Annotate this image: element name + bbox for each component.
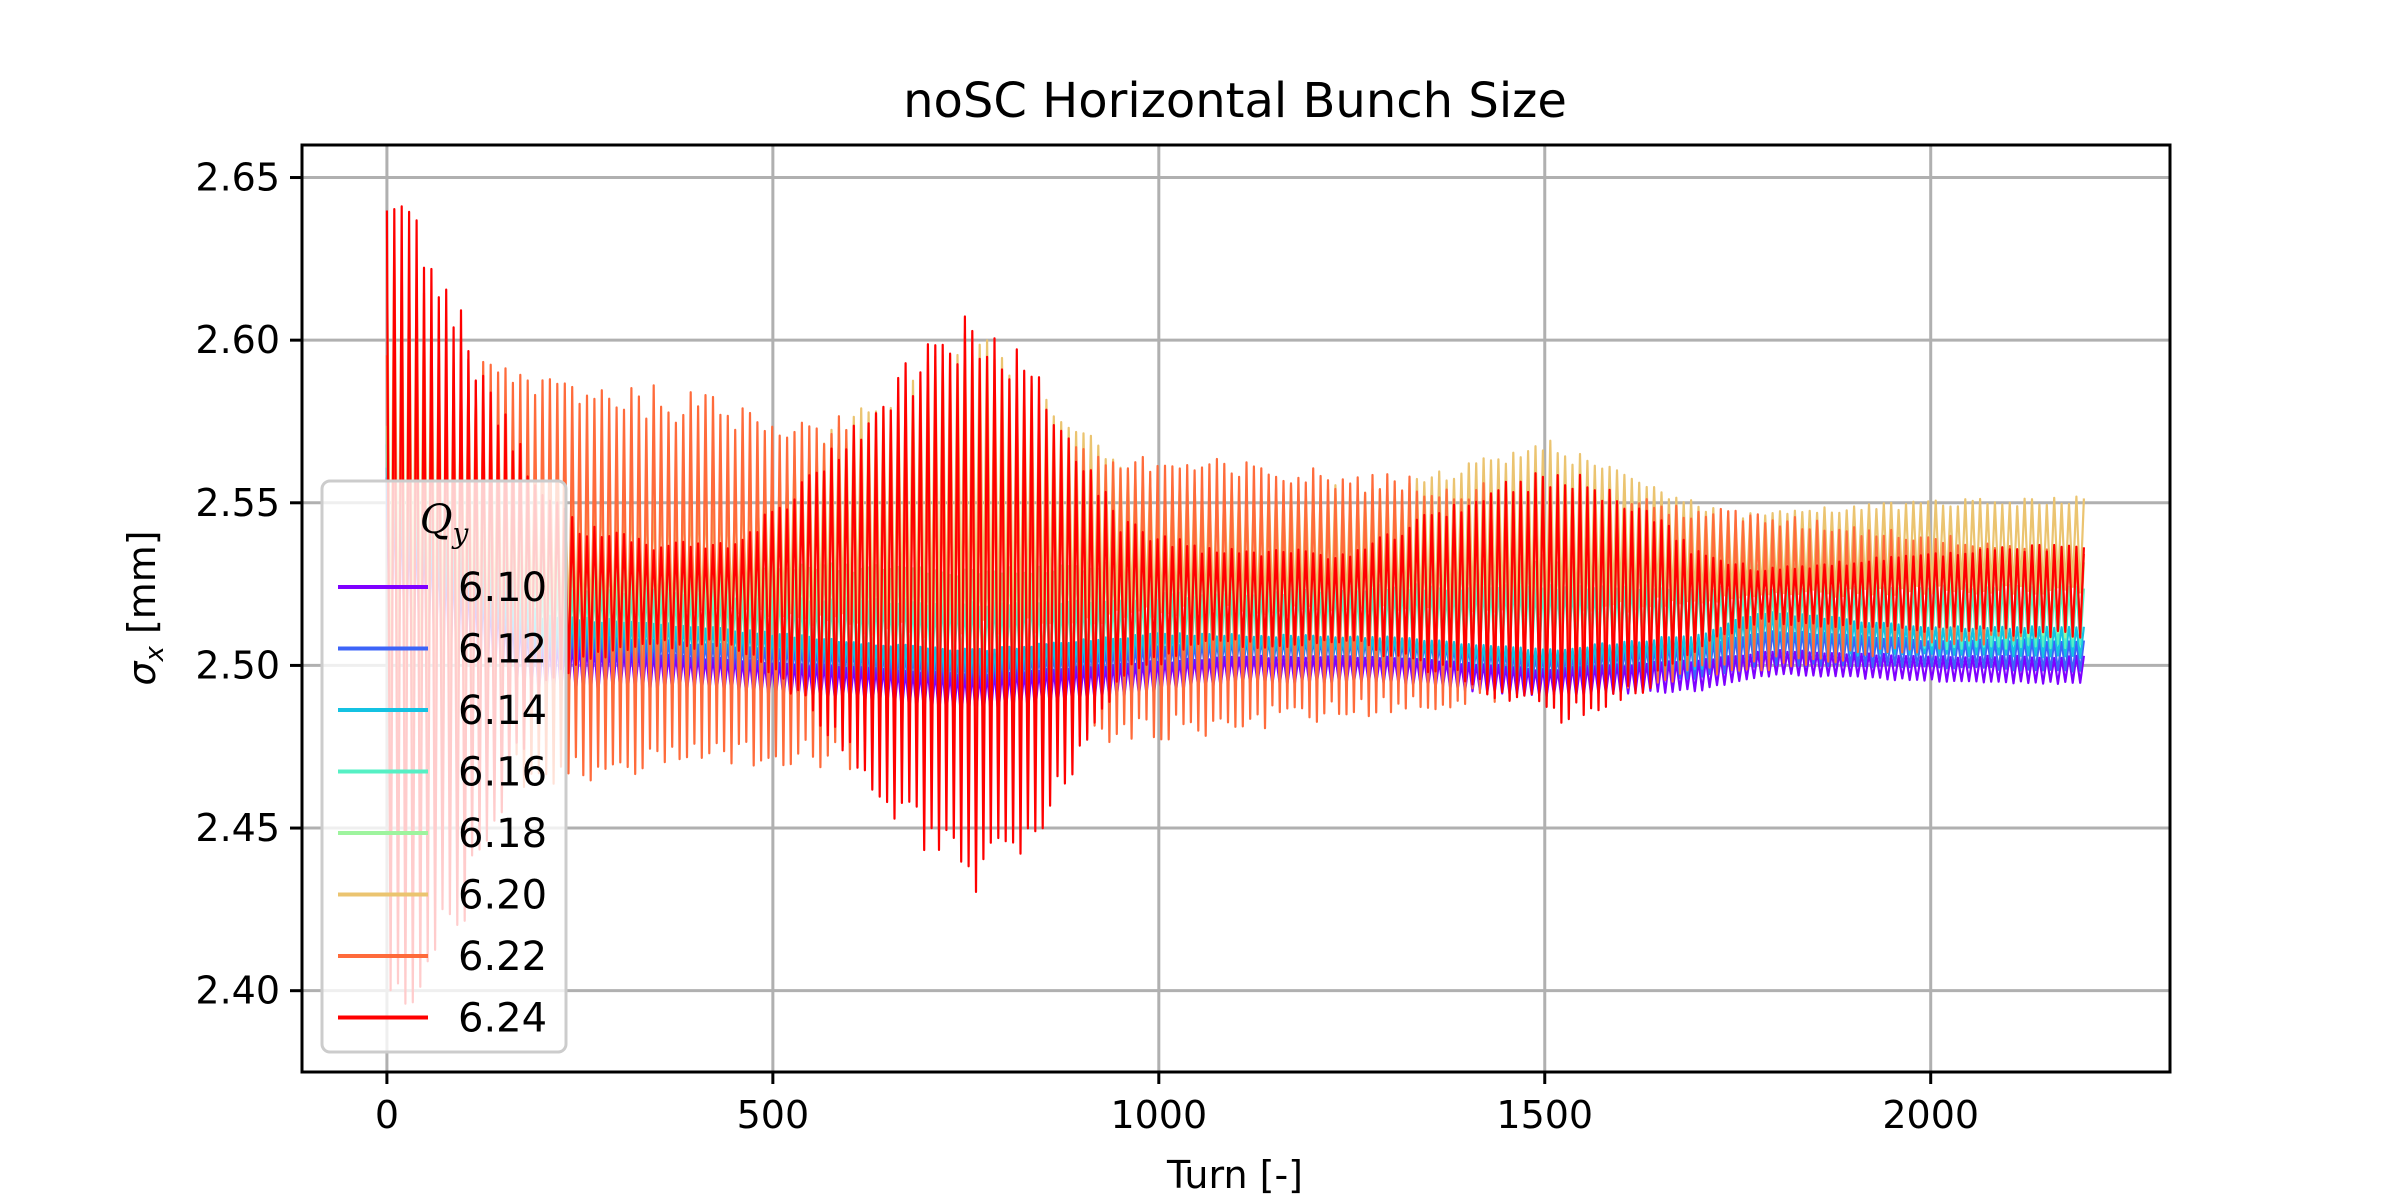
legend-label: 6.20 (458, 873, 547, 919)
x-tick-label: 2000 (1882, 1093, 1979, 1137)
legend-label: 6.22 (458, 934, 547, 980)
y-axis-label-unit: [mm] (120, 530, 164, 646)
x-tick-label: 1000 (1110, 1093, 1207, 1137)
legend-label: 6.18 (458, 811, 547, 857)
y-tick-label: 2.50 (195, 643, 280, 687)
y-axis-label-symbol: σ (120, 660, 164, 686)
plot-frame (300, 143, 2172, 1074)
legend-entries: 6.10 6.12 6.14 6.16 6.18 6.20 6.22 6.24 (338, 565, 547, 1042)
legend-title-subscript: y (450, 517, 469, 550)
y-axis-label: σx [mm] (120, 530, 170, 685)
series-line-6-24 (385, 205, 2085, 1005)
chart-title: noSC Horizontal Bunch Size (903, 73, 1567, 129)
y-axis-label-subscript: x (140, 646, 170, 663)
y-tick-label: 2.40 (195, 969, 280, 1013)
x-tick-label: 1500 (1496, 1093, 1593, 1137)
legend-label: 6.16 (458, 750, 547, 796)
legend-title-symbol: Q (420, 497, 453, 543)
x-axis-label: Turn [-] (1166, 1153, 1303, 1197)
y-tick-label: 2.55 (195, 481, 280, 525)
legend-label: 6.12 (458, 627, 547, 673)
y-tick-label: 2.60 (195, 318, 280, 362)
legend-title: Qy (420, 497, 470, 550)
x-axis-ticks: 0 500 1000 1500 2000 (375, 1072, 1979, 1137)
y-axis-ticks: 2.40 2.45 2.50 2.55 2.60 2.65 (195, 156, 302, 1013)
y-tick-label: 2.65 (195, 156, 280, 200)
legend-box (320, 479, 568, 1054)
series-layer (385, 205, 2085, 1005)
x-tick-label: 500 (737, 1093, 810, 1137)
legend-label: 6.24 (458, 996, 547, 1042)
legend-label: 6.10 (458, 565, 547, 611)
y-tick-label: 2.45 (195, 806, 280, 850)
x-tick-label: 0 (375, 1093, 399, 1137)
legend-label: 6.14 (458, 688, 547, 734)
legend: Qy 6.10 6.12 6.14 6.16 6.18 6.20 6.22 6.24 (320, 479, 568, 1054)
